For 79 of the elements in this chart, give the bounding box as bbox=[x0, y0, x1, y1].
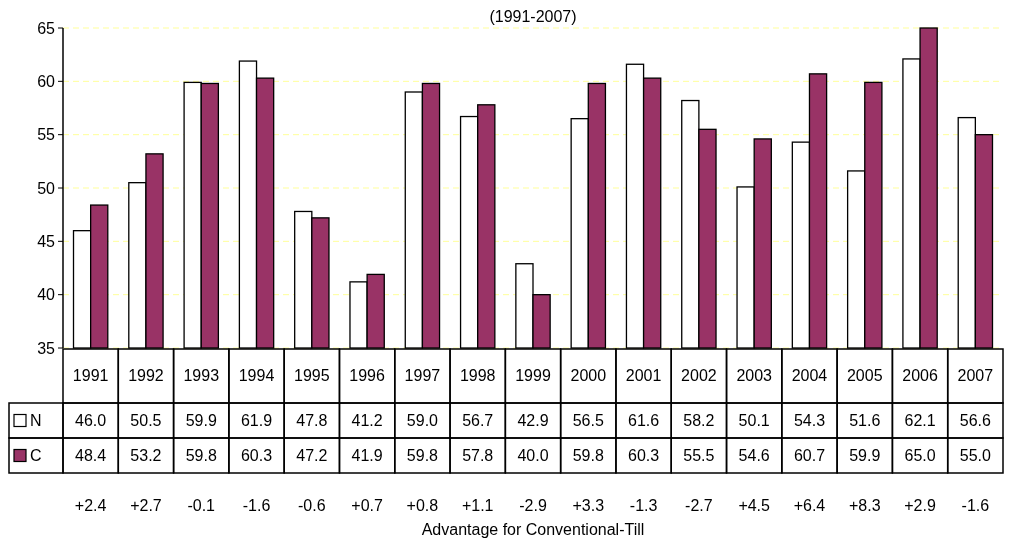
data-label: 65.0 bbox=[904, 447, 936, 465]
data-label: 42.9 bbox=[517, 412, 549, 430]
text: +6.4 bbox=[793, 496, 826, 514]
x-tick-label: 1994 bbox=[238, 367, 275, 385]
data-label: 50.1 bbox=[738, 412, 770, 430]
x-tick-label: 1997 bbox=[404, 367, 441, 385]
x-tick-label: 2007 bbox=[957, 367, 994, 385]
text: Advantage for Conventional-Till bbox=[421, 520, 645, 538]
data-label: 53.2 bbox=[130, 447, 162, 465]
data-label: 50.5 bbox=[130, 412, 162, 430]
data-label: 59.0 bbox=[406, 412, 439, 430]
data-label: 59.8 bbox=[406, 447, 439, 465]
x-tick-label: 1995 bbox=[294, 367, 330, 385]
legend-label: N bbox=[30, 412, 42, 430]
data-label: 62.1 bbox=[904, 412, 936, 430]
data-label: 41.9 bbox=[351, 447, 383, 465]
text: +0.8 bbox=[406, 496, 439, 514]
text: -2.7 bbox=[685, 496, 713, 514]
x-tick-label: 2005 bbox=[846, 367, 883, 385]
data-label: 47.8 bbox=[296, 412, 328, 430]
x-tick-label: 2003 bbox=[736, 367, 773, 385]
data-label: 60.7 bbox=[793, 447, 826, 465]
y-tick-label: 65 bbox=[37, 19, 56, 37]
data-label: 55.5 bbox=[683, 447, 715, 465]
data-label: 40.0 bbox=[517, 447, 549, 465]
data-label: 59.8 bbox=[185, 447, 217, 465]
data-label: 55.0 bbox=[959, 447, 992, 465]
chart-title: (1991-2007) bbox=[489, 8, 577, 25]
y-tick-label: 50 bbox=[37, 179, 56, 197]
data-label: 56.7 bbox=[462, 412, 494, 430]
data-label: 61.6 bbox=[628, 412, 660, 430]
data-label: 47.2 bbox=[296, 447, 328, 465]
x-tick-label: 1993 bbox=[183, 367, 220, 385]
y-tick-label: 60 bbox=[37, 72, 56, 90]
data-label: 57.8 bbox=[462, 447, 494, 465]
x-tick-label: 2000 bbox=[570, 367, 607, 385]
legend-label: C bbox=[30, 447, 42, 465]
x-tick-label: 2002 bbox=[681, 367, 717, 385]
data-label: 41.2 bbox=[351, 412, 383, 430]
y-tick-label: 40 bbox=[37, 286, 56, 304]
x-tick-label: 1996 bbox=[349, 367, 386, 385]
data-label: 58.2 bbox=[683, 412, 715, 430]
data-label: 54.6 bbox=[738, 447, 770, 465]
text: +8.3 bbox=[848, 496, 881, 514]
data-label: 60.3 bbox=[628, 447, 660, 465]
x-tick-label: 2006 bbox=[902, 367, 938, 385]
x-tick-label: 2001 bbox=[625, 367, 662, 385]
text: +2.9 bbox=[904, 496, 936, 514]
text: -0.6 bbox=[298, 496, 326, 514]
x-tick-label: 1991 bbox=[72, 367, 109, 385]
y-tick-label: 35 bbox=[37, 339, 56, 357]
data-label: 59.8 bbox=[572, 447, 604, 465]
text: +4.5 bbox=[738, 496, 771, 514]
text: +2.4 bbox=[74, 496, 107, 514]
text: +2.7 bbox=[130, 496, 162, 514]
data-label: 61.9 bbox=[240, 412, 273, 430]
x-tick-label: 1992 bbox=[128, 367, 164, 385]
x-tick-label: 1999 bbox=[515, 367, 551, 385]
data-label: 54.3 bbox=[793, 412, 826, 430]
text: +1.1 bbox=[461, 496, 494, 514]
data-label: 56.5 bbox=[572, 412, 604, 430]
data-label: 60.3 bbox=[240, 447, 273, 465]
data-label: 46.0 bbox=[75, 412, 107, 430]
data-label: 56.6 bbox=[959, 412, 992, 430]
text: +3.3 bbox=[572, 496, 605, 514]
text: -2.9 bbox=[519, 496, 547, 514]
data-label: 59.9 bbox=[185, 412, 217, 430]
text: -1.3 bbox=[629, 496, 658, 514]
x-tick-label: 2004 bbox=[791, 367, 828, 385]
text: -0.1 bbox=[187, 496, 216, 514]
text: -1.6 bbox=[961, 496, 990, 514]
y-tick-label: 45 bbox=[37, 232, 56, 250]
text: -1.6 bbox=[242, 496, 271, 514]
y-tick-label: 55 bbox=[37, 126, 56, 144]
data-label: 48.4 bbox=[75, 447, 107, 465]
text: +0.7 bbox=[351, 496, 384, 514]
data-label: 51.6 bbox=[849, 412, 881, 430]
data-label: 59.9 bbox=[849, 447, 881, 465]
x-tick-label: 1998 bbox=[459, 367, 496, 385]
